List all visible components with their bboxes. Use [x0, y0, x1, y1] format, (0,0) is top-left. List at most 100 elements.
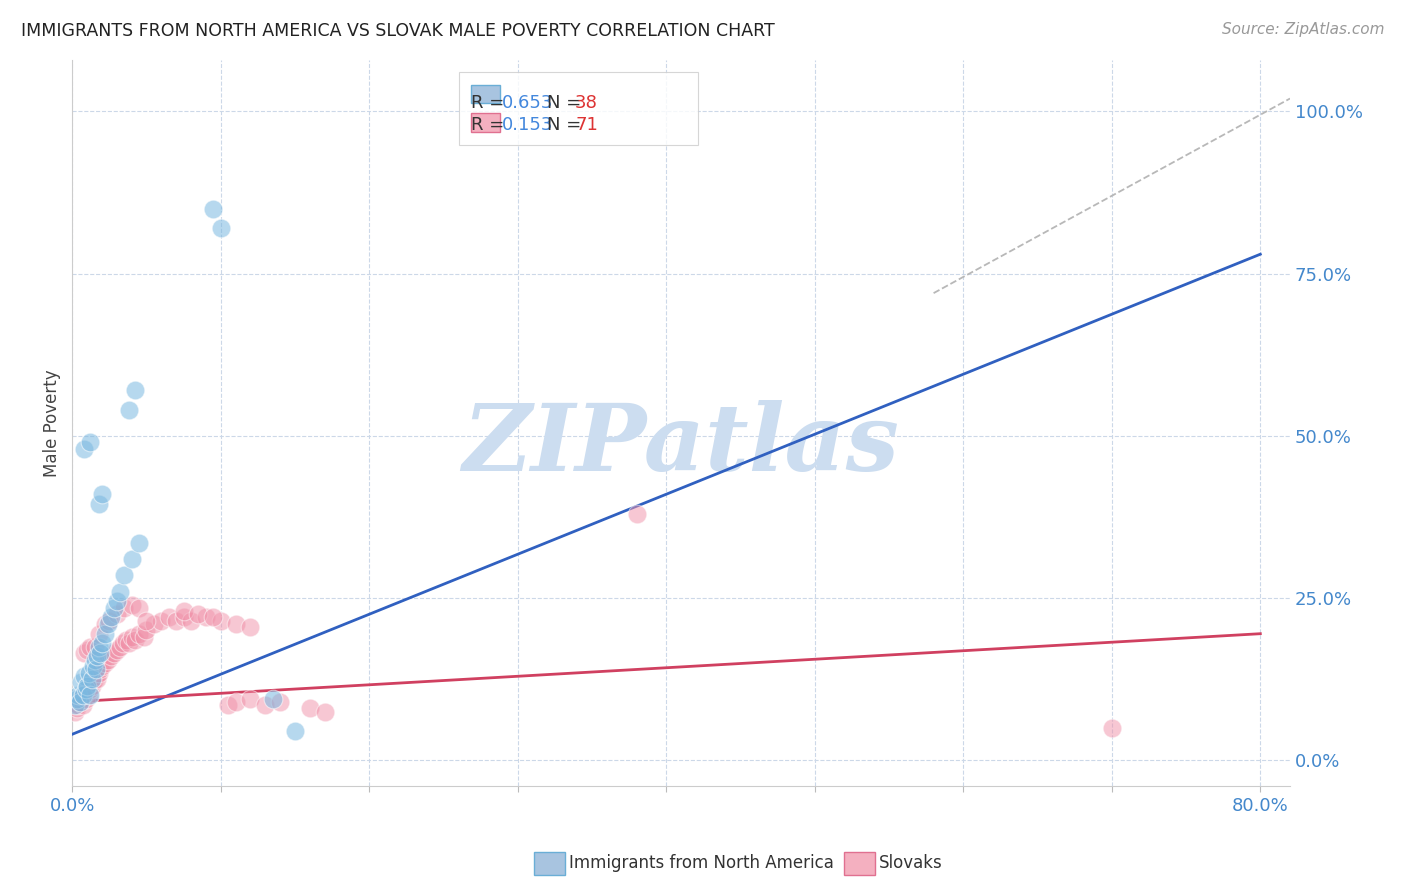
Text: 0.653: 0.653 [502, 94, 554, 112]
Point [76, 685, 98, 699]
Text: N =: N = [547, 94, 586, 112]
Point [77, 689, 100, 703]
Point [67, 689, 90, 703]
Point [298, 701, 321, 715]
Point [262, 691, 284, 706]
Point [70, 691, 93, 706]
Point [150, 614, 173, 628]
Point [100, 649, 122, 664]
Point [165, 614, 187, 628]
Point [128, 600, 150, 615]
Point [94, 626, 117, 640]
Point [187, 607, 209, 622]
Point [135, 614, 157, 628]
Point [83, 672, 105, 686]
Point [118, 403, 141, 417]
Point [66, 691, 89, 706]
Point [73, 689, 96, 703]
Point [73, 669, 96, 683]
Point [105, 607, 128, 622]
Point [157, 610, 180, 624]
Point [1101, 721, 1123, 735]
Point [135, 624, 157, 638]
Point [124, 633, 146, 648]
Point [87, 640, 110, 654]
Point [63, 698, 86, 712]
Point [180, 614, 202, 628]
Point [121, 630, 143, 644]
Text: 38: 38 [575, 94, 598, 112]
Point [128, 536, 150, 550]
Point [84, 662, 107, 676]
Point [118, 636, 141, 650]
Point [114, 633, 136, 648]
Point [79, 689, 101, 703]
Point [209, 221, 232, 235]
Point [173, 604, 195, 618]
Point [202, 610, 225, 624]
Point [72, 698, 94, 712]
Point [82, 675, 104, 690]
Point [111, 636, 134, 650]
Text: R =: R = [471, 94, 510, 112]
Point [97, 653, 120, 667]
Point [77, 665, 100, 680]
Point [105, 594, 128, 608]
Point [83, 653, 105, 667]
Point [239, 691, 262, 706]
Point [121, 552, 143, 566]
Point [98, 614, 121, 628]
Point [225, 617, 247, 632]
Point [128, 626, 150, 640]
Point [121, 598, 143, 612]
Point [69, 695, 91, 709]
Point [75, 691, 97, 706]
Point [72, 689, 94, 703]
Point [90, 487, 112, 501]
Point [173, 610, 195, 624]
Point [87, 497, 110, 511]
Text: Slovaks: Slovaks [879, 855, 942, 872]
Y-axis label: Male Poverty: Male Poverty [44, 369, 60, 476]
Legend: R = 0.653   N = 38, R = 0.153   N = 71: R = 0.653 N = 38, R = 0.153 N = 71 [458, 72, 697, 145]
Point [112, 600, 135, 615]
Point [79, 640, 101, 654]
Text: N =: N = [547, 116, 586, 134]
Point [79, 435, 101, 450]
Point [284, 724, 307, 739]
Point [63, 705, 86, 719]
Point [80, 679, 103, 693]
Point [103, 600, 125, 615]
Point [86, 672, 108, 686]
Point [69, 695, 91, 709]
Point [75, 681, 97, 696]
Point [142, 617, 165, 632]
Point [79, 681, 101, 696]
Point [73, 442, 96, 456]
Point [217, 698, 239, 712]
Point [202, 202, 225, 216]
Point [67, 698, 90, 712]
Point [103, 646, 125, 660]
Point [254, 698, 277, 712]
Text: 71: 71 [575, 116, 598, 134]
Point [80, 672, 103, 686]
Point [83, 640, 105, 654]
Point [626, 507, 648, 521]
Point [194, 610, 217, 624]
Point [86, 649, 108, 664]
Point [209, 614, 232, 628]
Point [87, 626, 110, 640]
Point [82, 659, 104, 673]
Point [105, 643, 128, 657]
Point [100, 610, 122, 624]
Text: R =: R = [471, 116, 510, 134]
Text: 0.153: 0.153 [502, 116, 554, 134]
Point [90, 636, 112, 650]
Point [269, 695, 291, 709]
Point [108, 584, 131, 599]
Point [87, 665, 110, 680]
Point [112, 568, 135, 582]
Point [94, 656, 117, 670]
Point [84, 669, 107, 683]
